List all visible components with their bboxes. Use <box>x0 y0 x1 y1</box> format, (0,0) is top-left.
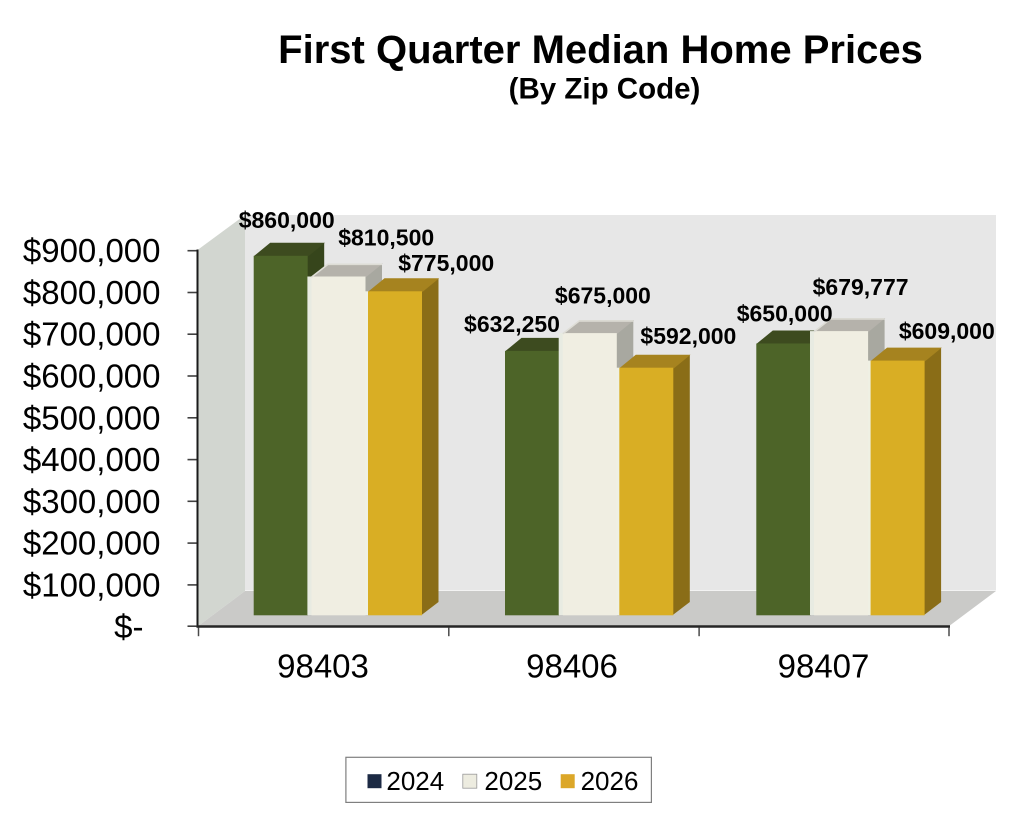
svg-text:2024: 2024 <box>386 766 444 796</box>
svg-text:98407: 98407 <box>778 648 870 685</box>
svg-text:$592,000: $592,000 <box>640 323 736 349</box>
svg-text:$900,000: $900,000 <box>23 232 161 269</box>
svg-text:$300,000: $300,000 <box>23 483 161 520</box>
svg-text:$860,000: $860,000 <box>239 207 335 233</box>
svg-text:$500,000: $500,000 <box>23 399 161 436</box>
svg-text:98403: 98403 <box>277 648 369 685</box>
svg-text:$650,000: $650,000 <box>737 301 833 327</box>
svg-text:$679,777: $679,777 <box>813 274 909 300</box>
svg-text:$100,000: $100,000 <box>23 566 161 603</box>
svg-text:$675,000: $675,000 <box>555 282 651 308</box>
svg-text:$800,000: $800,000 <box>23 274 161 311</box>
svg-text:$200,000: $200,000 <box>23 525 161 562</box>
svg-text:(By Zip Code): (By Zip Code) <box>509 73 701 106</box>
svg-text:$609,000: $609,000 <box>899 318 995 344</box>
svg-text:98406: 98406 <box>526 648 618 685</box>
svg-text:$775,000: $775,000 <box>398 250 494 276</box>
svg-text:2025: 2025 <box>484 766 542 796</box>
svg-text:$400,000: $400,000 <box>23 441 161 478</box>
svg-text:$632,250: $632,250 <box>464 311 560 337</box>
svg-text:$810,500: $810,500 <box>338 224 434 250</box>
svg-text:$-: $- <box>114 608 143 645</box>
svg-text:$700,000: $700,000 <box>23 316 161 353</box>
svg-text:First Quarter Median Home Pric: First Quarter Median Home Prices <box>278 28 923 72</box>
svg-text:$600,000: $600,000 <box>23 358 161 395</box>
svg-text:2026: 2026 <box>581 766 639 796</box>
